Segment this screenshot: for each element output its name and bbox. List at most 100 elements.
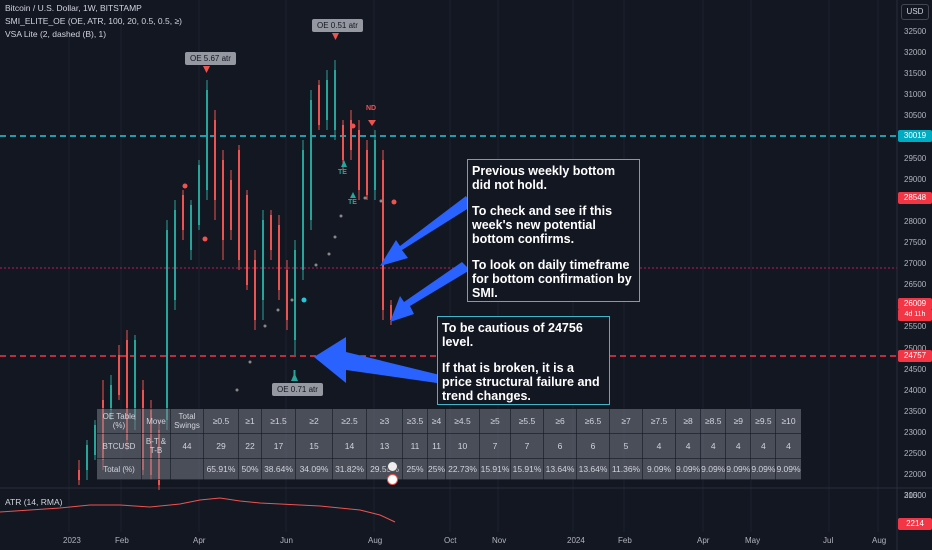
price-axis-label: 30500 xyxy=(904,111,927,121)
table-cell: ≥9 xyxy=(725,408,752,434)
oe-pointer-stem xyxy=(293,370,296,380)
arrow-icon xyxy=(390,262,470,322)
price-axis-label: 29500 xyxy=(904,153,927,163)
candle-body xyxy=(182,195,184,230)
table-cell: 17 xyxy=(261,433,296,459)
oe-badge: OE 5.67 atr xyxy=(185,52,236,65)
te-label: TE xyxy=(338,169,347,176)
candle-body xyxy=(358,130,360,190)
table-cell: 65.91% xyxy=(203,458,239,480)
price-axis-label: 24500 xyxy=(904,364,927,374)
table-cell: ≥2 xyxy=(295,408,333,434)
price-axis-label: 22500 xyxy=(904,449,927,458)
smi-indicator-legend[interactable]: SMI_ELITE_OE (OE, ATR, 100, 20, 0.5, 0.5… xyxy=(5,16,182,26)
candle-body xyxy=(302,150,304,270)
price-axis-label: 23500 xyxy=(904,406,927,416)
table-cell: 13 xyxy=(366,433,403,459)
table-cell: BTCUSD xyxy=(96,433,142,459)
price-axis-label: 22000 xyxy=(904,470,927,480)
table-cell: 9.09% xyxy=(675,458,702,480)
atr-axis-label: 3000 xyxy=(904,491,922,500)
currency-button[interactable]: USD xyxy=(901,4,929,20)
table-cell: 31.82% xyxy=(332,458,367,480)
indicator-dot xyxy=(391,199,397,205)
candle-body xyxy=(110,385,112,410)
candle-body xyxy=(318,85,320,125)
table-cell: 25% xyxy=(426,458,447,480)
table-cell: 9.09% xyxy=(750,458,777,480)
candle-body xyxy=(246,195,248,285)
table-cell: 9.09% xyxy=(725,458,752,480)
candle-body xyxy=(198,165,200,225)
candle-body xyxy=(222,160,224,240)
oe-statistics-table: OE Table (%) Move Total Swings ≥0.5 ≥1 ≥1.5 ≥2… xyxy=(96,408,802,480)
table-cell: 25% xyxy=(402,458,428,480)
table-cell: ≥8.5 xyxy=(700,408,727,434)
table-cell: ≥4 xyxy=(426,408,447,434)
table-cell: ≥7 xyxy=(609,408,644,434)
date-axis-label: May xyxy=(745,536,761,545)
candle-body xyxy=(94,425,96,455)
callout-text: To look on daily timeframe for bottom co… xyxy=(472,258,632,300)
table-cell: ≥6.5 xyxy=(576,408,611,434)
symbol-legend[interactable]: Bitcoin / U.S. Dollar, 1W, BITSTAMP xyxy=(5,3,142,13)
callout-text: If that is broken, it is a price structu… xyxy=(442,361,600,403)
oe-badge: OE 0.51 atr xyxy=(312,19,363,32)
table-cell: 29 xyxy=(203,433,239,459)
candle-body xyxy=(326,80,328,120)
table-cell: 11.36% xyxy=(609,458,644,480)
table-cell xyxy=(170,458,204,480)
table-cell: ≥1.5 xyxy=(261,408,296,434)
indicator-dot xyxy=(235,388,239,392)
date-axis-label: 2024 xyxy=(567,536,585,545)
table-cell: ≥0.5 xyxy=(203,408,239,434)
table-cell: 4 xyxy=(775,433,802,459)
te-label: TE xyxy=(348,199,357,206)
te-triangle-icon xyxy=(341,160,347,167)
table-cell: B-T & T-B xyxy=(141,433,171,459)
candle-body xyxy=(294,250,296,340)
nd-label: ND xyxy=(366,105,377,112)
indicator-dot xyxy=(363,196,367,200)
price-axis-label: 28000 xyxy=(904,216,927,226)
price-axis-label: 31000 xyxy=(904,90,927,100)
table-cell: 11 xyxy=(402,433,428,459)
price-axis-label: 32000 xyxy=(904,48,927,58)
alert-circle-icon xyxy=(387,474,398,485)
table-cell: ≥3 xyxy=(366,408,403,434)
indicator-dot xyxy=(327,252,331,256)
indicator-dot xyxy=(350,123,356,129)
indicator-dot xyxy=(276,308,280,312)
price-axis-label: 29000 xyxy=(904,174,927,184)
candle-body xyxy=(126,340,128,440)
date-axis-label: Nov xyxy=(492,536,507,545)
candle-body xyxy=(334,70,336,130)
atr-indicator-legend[interactable]: ATR (14, RMA) xyxy=(5,497,63,507)
price-axis-label: 24000 xyxy=(904,385,927,395)
table-cell: 50% xyxy=(238,458,262,480)
analysis-callout-bottom: To be cautious of 24756 level. If that i… xyxy=(437,316,610,405)
candle-body xyxy=(134,340,136,420)
bar-countdown-tag: 4d 11h xyxy=(898,309,932,321)
candle-body xyxy=(310,100,312,220)
candle-body xyxy=(78,470,80,480)
date-axis-label: Feb xyxy=(115,536,129,545)
indicator-dot xyxy=(182,183,188,189)
table-cell: 7 xyxy=(479,433,512,459)
table-cell: 15.91% xyxy=(510,458,545,480)
oe-pointer-down-icon xyxy=(332,33,339,40)
vsa-indicator-legend[interactable]: VSA Lite (2, dashed (B), 1) xyxy=(5,29,107,39)
table-cell: Move xyxy=(141,408,171,434)
indicator-dot xyxy=(379,199,383,203)
candle-body xyxy=(206,90,208,190)
arrow-icon xyxy=(314,337,440,383)
table-cell: 9.09% xyxy=(642,458,677,480)
table-cell: ≥8 xyxy=(675,408,702,434)
analysis-callout-top: Previous weekly bottom did not hold. To … xyxy=(467,159,640,302)
table-cell: 44 xyxy=(170,433,204,459)
date-axis-label: Aug xyxy=(368,536,383,545)
oe-pointer-down-icon xyxy=(203,66,210,73)
table-cell: ≥9.5 xyxy=(750,408,777,434)
table-cell: 14 xyxy=(332,433,367,459)
